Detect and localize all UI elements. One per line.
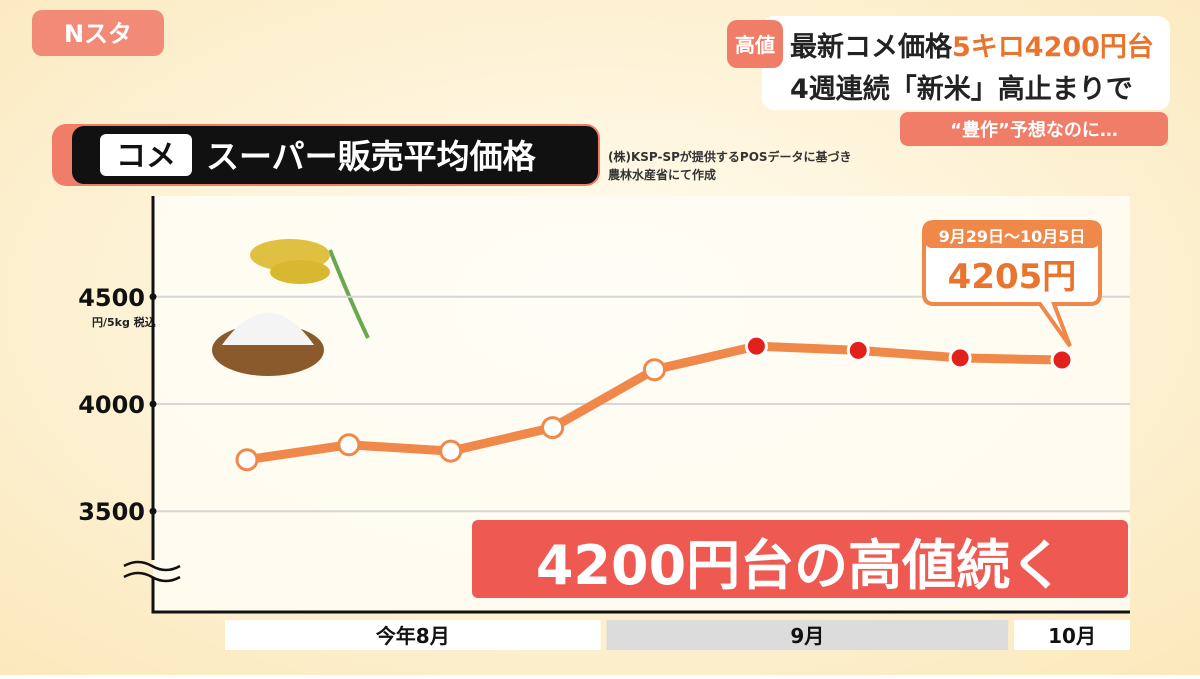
point <box>337 433 361 457</box>
x-tick-label: 9月 <box>790 624 824 648</box>
x-group-box <box>606 620 1009 650</box>
x-group-box <box>1014 620 1130 650</box>
headline-line1: 最新コメ価格5キロ4200円台 <box>790 31 1154 63</box>
source: (株)KSP-SPが提供するPOSデータに基づき <box>608 149 852 164</box>
logo-box <box>32 10 164 56</box>
headline-tag: 高値 <box>735 33 775 57</box>
point <box>846 338 870 362</box>
title-box <box>72 126 598 184</box>
logo: Nスタ <box>64 20 132 48</box>
headline-tag-box <box>727 20 783 68</box>
chart-title: スーパー販売平均価格 <box>206 137 537 176</box>
y-axis <box>151 196 1130 614</box>
point <box>643 358 666 382</box>
subheadline: “豊作”予想なのに… <box>950 119 1118 141</box>
point <box>948 346 972 370</box>
source: 農林水産省にて作成 <box>608 167 716 182</box>
data-label: 4205円 <box>948 257 1077 297</box>
title-tag: コメ <box>116 139 176 174</box>
x-group-box <box>225 620 601 650</box>
headline-part: 最新コメ価格 <box>790 31 953 63</box>
y-unit: 円/5kg 税込 <box>92 315 156 329</box>
headline-line2: 4週連続「新米」高止まりで <box>790 73 1133 105</box>
y-tick-label: 3500 <box>78 498 145 526</box>
axis-break <box>123 560 181 583</box>
caption: 4200円台の高値続く <box>536 534 1064 597</box>
callout-date: 9月29日〜10月5日 <box>939 227 1086 246</box>
callout-band <box>924 222 1100 248</box>
x-tick-label: 10月 <box>1048 624 1096 648</box>
headline-box <box>762 16 1170 110</box>
y-tick-label: 4500 <box>78 284 145 312</box>
y-tick-label: 4000 <box>78 391 145 419</box>
sub-box <box>900 112 1168 146</box>
x-tick-label: 今年8月 <box>376 624 450 648</box>
title-tag-box <box>100 134 192 176</box>
point <box>439 439 463 463</box>
point <box>744 334 768 358</box>
rice-illustration <box>212 239 370 376</box>
caption-box <box>472 520 1128 598</box>
headline-part: 5キロ4200円台 <box>952 31 1154 63</box>
point <box>1050 348 1074 372</box>
point <box>235 448 259 472</box>
point <box>541 416 565 440</box>
